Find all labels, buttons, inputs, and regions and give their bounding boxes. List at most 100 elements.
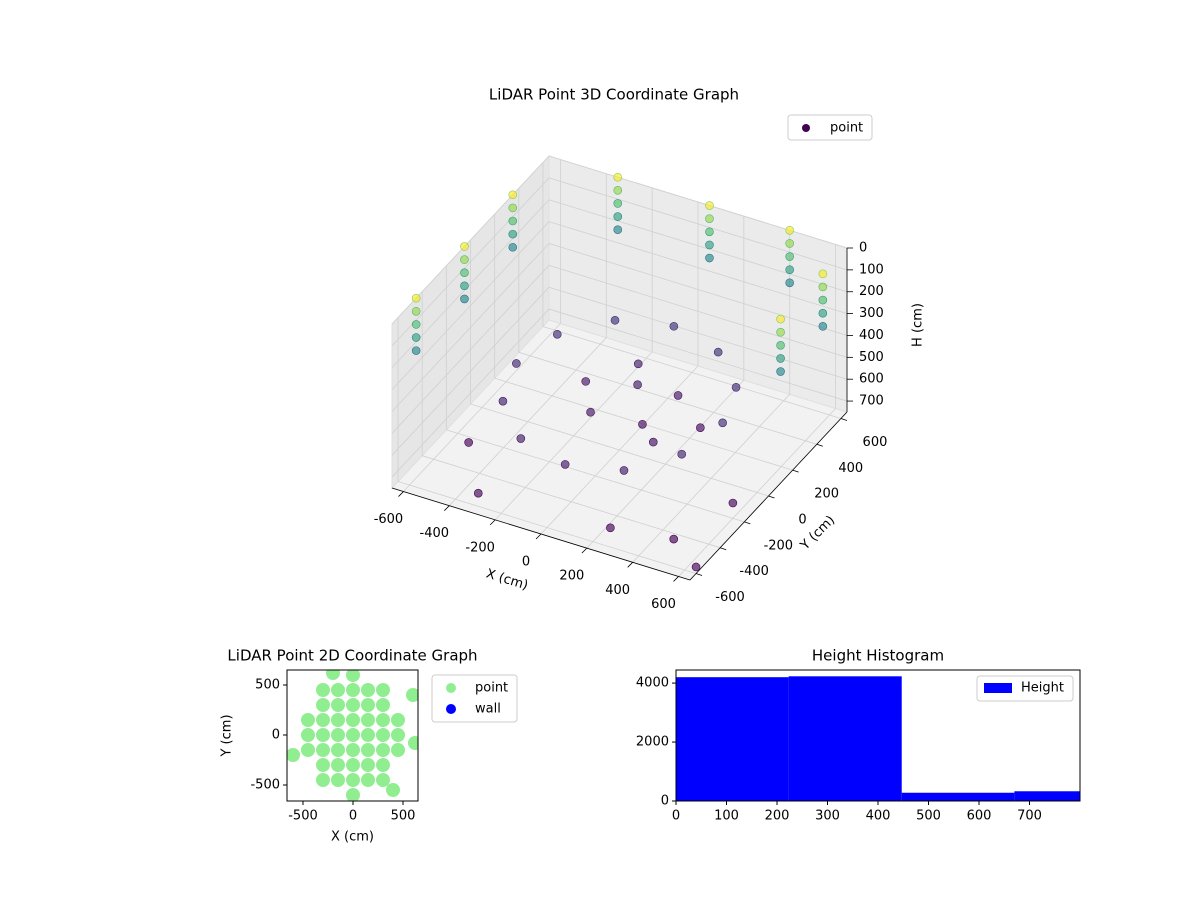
legend: point: [787, 114, 873, 141]
point: [361, 683, 375, 697]
point: [460, 255, 469, 264]
axes-frame: [286, 669, 419, 802]
point: [508, 242, 518, 252]
legend-swatch: [984, 683, 1012, 693]
legend: point wall: [431, 674, 518, 723]
x-tick-label: 500: [916, 809, 941, 824]
point: [508, 216, 518, 226]
point: [301, 713, 315, 727]
grid-line: [391, 286, 550, 456]
bar: [788, 676, 902, 801]
plot-area: [676, 676, 1080, 801]
x-tick-label: 400: [605, 583, 630, 598]
point: [718, 418, 727, 428]
bar: [901, 792, 1015, 801]
axes-frame: [675, 669, 1081, 802]
x-tick-label: 300: [815, 809, 840, 824]
point: [669, 321, 679, 331]
point: [460, 242, 469, 251]
point: [316, 683, 330, 697]
point: [460, 294, 469, 304]
point: [512, 359, 521, 368]
point: [516, 434, 526, 443]
grid-line: [397, 481, 697, 574]
legend-marker: [446, 704, 456, 714]
point: [691, 562, 701, 572]
grid-line: [470, 403, 769, 497]
tick-mark: [673, 576, 679, 582]
point: [508, 203, 518, 213]
point: [411, 293, 421, 303]
y-tick-label: -600: [715, 590, 745, 605]
point: [705, 201, 714, 210]
point: [705, 253, 714, 263]
point: [376, 728, 390, 742]
y-tick-label: 200: [814, 487, 839, 502]
point: [331, 743, 345, 757]
tick-mark: [581, 547, 588, 554]
point: [498, 396, 508, 406]
y-tick-label: 500: [255, 678, 280, 693]
legend-box: [976, 675, 1074, 702]
point: [818, 269, 828, 279]
bar: [676, 677, 789, 801]
z-tick-label: 300: [859, 306, 884, 321]
point: [391, 728, 405, 742]
z-tick-label: 600: [859, 372, 884, 387]
point: [610, 315, 620, 325]
point: [391, 713, 405, 727]
point: [331, 713, 345, 727]
point: [331, 773, 345, 787]
point: [586, 407, 595, 417]
legend-label: point: [830, 121, 863, 136]
x-tick-label: 600: [967, 809, 992, 824]
grid-line: [548, 264, 848, 358]
x-tick-label: 0: [522, 555, 530, 570]
point: [376, 773, 390, 787]
point: [648, 437, 658, 447]
point: [316, 773, 330, 787]
point: [552, 329, 562, 339]
point: [301, 728, 315, 742]
tick-mark: [695, 573, 703, 576]
grid-line: [548, 155, 848, 249]
grid-line: [518, 351, 817, 445]
point: [638, 419, 647, 429]
tick-mark: [627, 562, 633, 568]
point: [818, 282, 828, 292]
point: [406, 688, 418, 702]
point: [633, 359, 643, 369]
axes-2d: 0 100 200 300 400 500 600 700 0 2000 4000 Height Hi…: [636, 647, 1081, 824]
legend-label: Height: [1021, 681, 1064, 696]
point: [331, 728, 345, 742]
y-tick-label: 400: [838, 461, 863, 476]
legend-box: [787, 114, 873, 141]
point: [411, 306, 421, 316]
grid-line: [446, 429, 745, 523]
point: [508, 229, 518, 239]
grid-line: [391, 308, 550, 478]
x-tick-label: -400: [420, 526, 450, 541]
point: [613, 225, 623, 235]
point: [361, 728, 375, 742]
point: [818, 308, 828, 318]
x-tick-label: 500: [391, 809, 416, 824]
point: [785, 265, 794, 274]
x-tick-label: 0: [672, 809, 680, 824]
x-tick-label: 200: [559, 569, 584, 584]
point: [619, 466, 629, 475]
z-tick-label: 700: [859, 394, 884, 409]
plot-area: [287, 670, 418, 801]
grid-line: [391, 265, 550, 434]
x-tick-label: -500: [288, 809, 318, 824]
z-tick-label: 0: [859, 241, 867, 256]
point: [376, 683, 390, 697]
grid-line: [391, 221, 550, 390]
point: [287, 748, 300, 762]
point: [560, 460, 570, 469]
point: [696, 423, 705, 432]
point: [677, 449, 687, 459]
grid-line: [548, 199, 848, 293]
